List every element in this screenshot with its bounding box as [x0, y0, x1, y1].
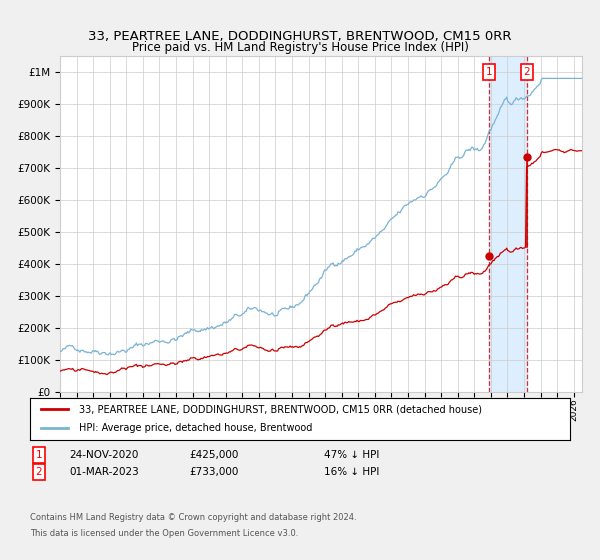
Text: HPI: Average price, detached house, Brentwood: HPI: Average price, detached house, Bren…	[79, 423, 312, 433]
Text: Price paid vs. HM Land Registry's House Price Index (HPI): Price paid vs. HM Land Registry's House …	[131, 40, 469, 54]
Text: 16% ↓ HPI: 16% ↓ HPI	[324, 467, 379, 477]
Text: 33, PEARTREE LANE, DODDINGHURST, BRENTWOOD, CM15 0RR: 33, PEARTREE LANE, DODDINGHURST, BRENTWO…	[88, 30, 512, 43]
Text: 1: 1	[35, 450, 43, 460]
Text: 2: 2	[524, 67, 530, 77]
Bar	[489, 56, 527, 392]
Text: £425,000: £425,000	[189, 450, 238, 460]
Text: 1: 1	[486, 67, 493, 77]
Text: 33, PEARTREE LANE, DODDINGHURST, BRENTWOOD, CM15 0RR (detached house): 33, PEARTREE LANE, DODDINGHURST, BRENTWO…	[79, 404, 482, 414]
Text: 2: 2	[35, 467, 43, 477]
Text: £733,000: £733,000	[189, 467, 238, 477]
Text: Contains HM Land Registry data © Crown copyright and database right 2024.: Contains HM Land Registry data © Crown c…	[30, 514, 356, 522]
Text: 24-NOV-2020: 24-NOV-2020	[69, 450, 139, 460]
Text: 01-MAR-2023: 01-MAR-2023	[69, 467, 139, 477]
Text: 47% ↓ HPI: 47% ↓ HPI	[324, 450, 379, 460]
Text: This data is licensed under the Open Government Licence v3.0.: This data is licensed under the Open Gov…	[30, 529, 298, 538]
